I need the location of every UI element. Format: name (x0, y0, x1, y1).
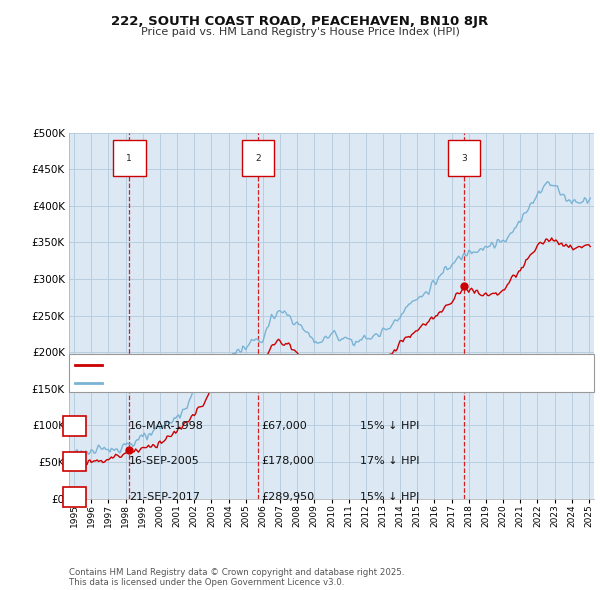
Text: 15% ↓ HPI: 15% ↓ HPI (360, 421, 419, 431)
Text: Price paid vs. HM Land Registry's House Price Index (HPI): Price paid vs. HM Land Registry's House … (140, 27, 460, 37)
Text: 1: 1 (127, 154, 132, 163)
Text: 16-SEP-2005: 16-SEP-2005 (129, 457, 200, 466)
Text: Contains HM Land Registry data © Crown copyright and database right 2025.
This d: Contains HM Land Registry data © Crown c… (69, 568, 404, 587)
Text: 222, SOUTH COAST ROAD, PEACEHAVEN, BN10 8JR: 222, SOUTH COAST ROAD, PEACEHAVEN, BN10 … (112, 15, 488, 28)
Text: 2: 2 (255, 154, 261, 163)
Text: £67,000: £67,000 (261, 421, 307, 431)
Text: £178,000: £178,000 (261, 457, 314, 466)
Text: HPI: Average price, semi-detached house, Lewes: HPI: Average price, semi-detached house,… (108, 378, 340, 387)
Text: 15% ↓ HPI: 15% ↓ HPI (360, 492, 419, 502)
Text: 21-SEP-2017: 21-SEP-2017 (129, 492, 200, 502)
Text: 222, SOUTH COAST ROAD, PEACEHAVEN, BN10 8JR (semi-detached house): 222, SOUTH COAST ROAD, PEACEHAVEN, BN10 … (108, 360, 462, 369)
Text: 1: 1 (71, 421, 79, 431)
Text: 2: 2 (71, 457, 79, 466)
Text: 17% ↓ HPI: 17% ↓ HPI (360, 457, 419, 466)
Text: £289,950: £289,950 (261, 492, 314, 502)
Text: 3: 3 (71, 492, 79, 502)
Text: 3: 3 (461, 154, 467, 163)
Text: 16-MAR-1998: 16-MAR-1998 (129, 421, 204, 431)
